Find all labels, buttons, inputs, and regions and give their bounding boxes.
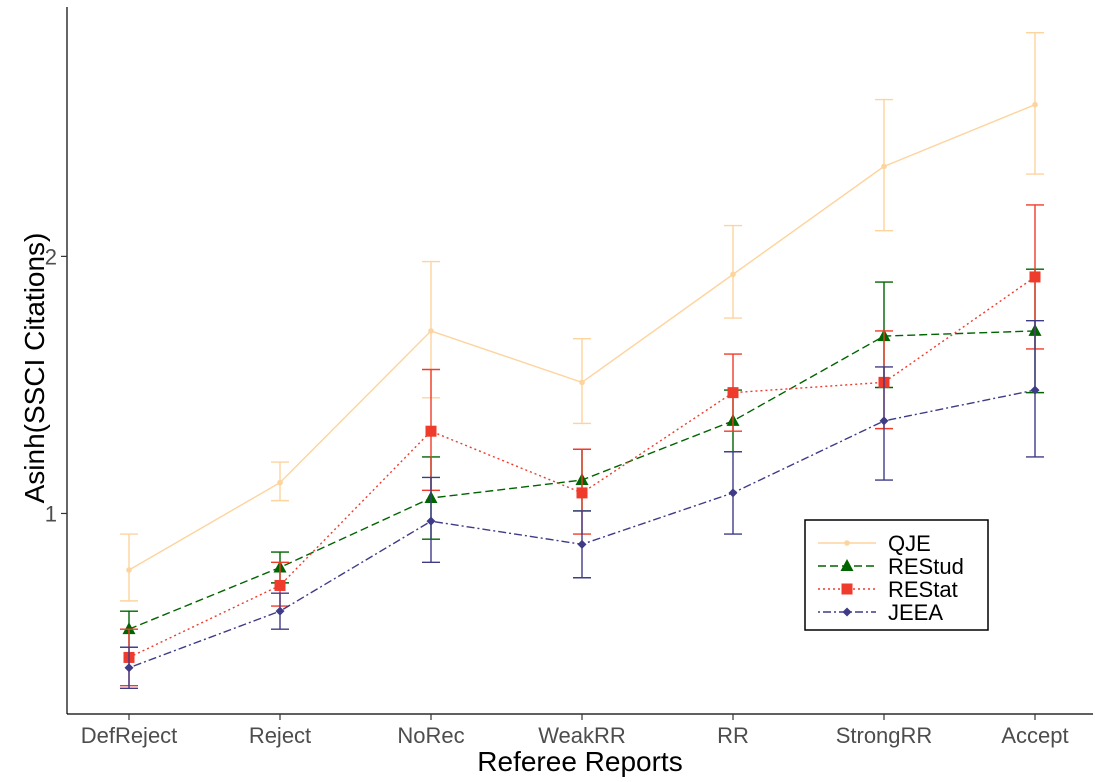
- legend-marker: [841, 583, 853, 595]
- data-point-restat-rr: [727, 387, 739, 399]
- legend-marker: [842, 607, 852, 617]
- x-tick-label-norec: NoRec: [397, 723, 464, 748]
- y-tick-label: 1: [45, 501, 57, 526]
- data-point-jeea-defreject: [124, 663, 134, 673]
- data-point-restud-defreject: [122, 622, 136, 635]
- x-tick-label-strongrr: StrongRR: [836, 723, 933, 748]
- series-jeea: [120, 319, 1044, 689]
- legend-marker: [840, 559, 854, 571]
- data-point-qje-defreject: [126, 567, 132, 573]
- x-tick-label-defreject: DefReject: [81, 723, 178, 748]
- legend-marker: [844, 540, 850, 546]
- x-tick-label-rr: RR: [717, 723, 749, 748]
- series-qje: [120, 32, 1044, 602]
- x-ticks: DefReject Reject NoRec WeakRR RR StrongRR Acce…: [81, 714, 1069, 748]
- data-point-qje-norec: [428, 328, 434, 334]
- legend-item-qje: QJE: [818, 531, 931, 556]
- legend-item-jeea: JEEA: [818, 600, 943, 625]
- data-point-qje-strongrr: [881, 163, 887, 170]
- legend-item-restat: REStat: [818, 577, 958, 602]
- data-point-restat-weakrr: [576, 487, 588, 499]
- legend-item-restud: REStud: [818, 554, 964, 579]
- data-point-qje-reject: [277, 479, 283, 486]
- axes: [66, 7, 1093, 715]
- legend-label: REStat: [888, 577, 958, 602]
- x-tick-label-weakrr: WeakRR: [538, 723, 626, 748]
- data-point-restat-accept: [1029, 271, 1041, 283]
- x-tick-label-reject: Reject: [249, 723, 311, 748]
- legend-label: QJE: [888, 531, 931, 556]
- data-point-jeea-norec: [426, 516, 436, 526]
- y-tick-label: 2: [45, 244, 57, 269]
- data-point-jeea-reject: [275, 606, 285, 616]
- legend-box: [804, 519, 989, 631]
- x-tick-label-accept: Accept: [1001, 723, 1068, 748]
- data-point-jeea-weakrr: [577, 539, 587, 549]
- data-point-restat-reject: [274, 579, 286, 591]
- y-ticks: 12: [45, 244, 67, 526]
- data-point-jeea-accept: [1030, 385, 1040, 395]
- y-axis-title: Asinh(SSCI Citations): [19, 233, 50, 504]
- x-axis-title: Referee Reports: [477, 746, 682, 777]
- data-point-qje-rr: [730, 271, 736, 278]
- legend-label: JEEA: [888, 600, 943, 625]
- legend-label: REStud: [888, 554, 964, 579]
- data-point-qje-accept: [1032, 101, 1038, 108]
- series-layer: [120, 32, 1044, 689]
- data-point-jeea-rr: [728, 488, 738, 498]
- data-point-restat-norec: [425, 425, 437, 437]
- data-point-jeea-strongrr: [879, 416, 889, 426]
- data-point-qje-weakrr: [579, 379, 585, 386]
